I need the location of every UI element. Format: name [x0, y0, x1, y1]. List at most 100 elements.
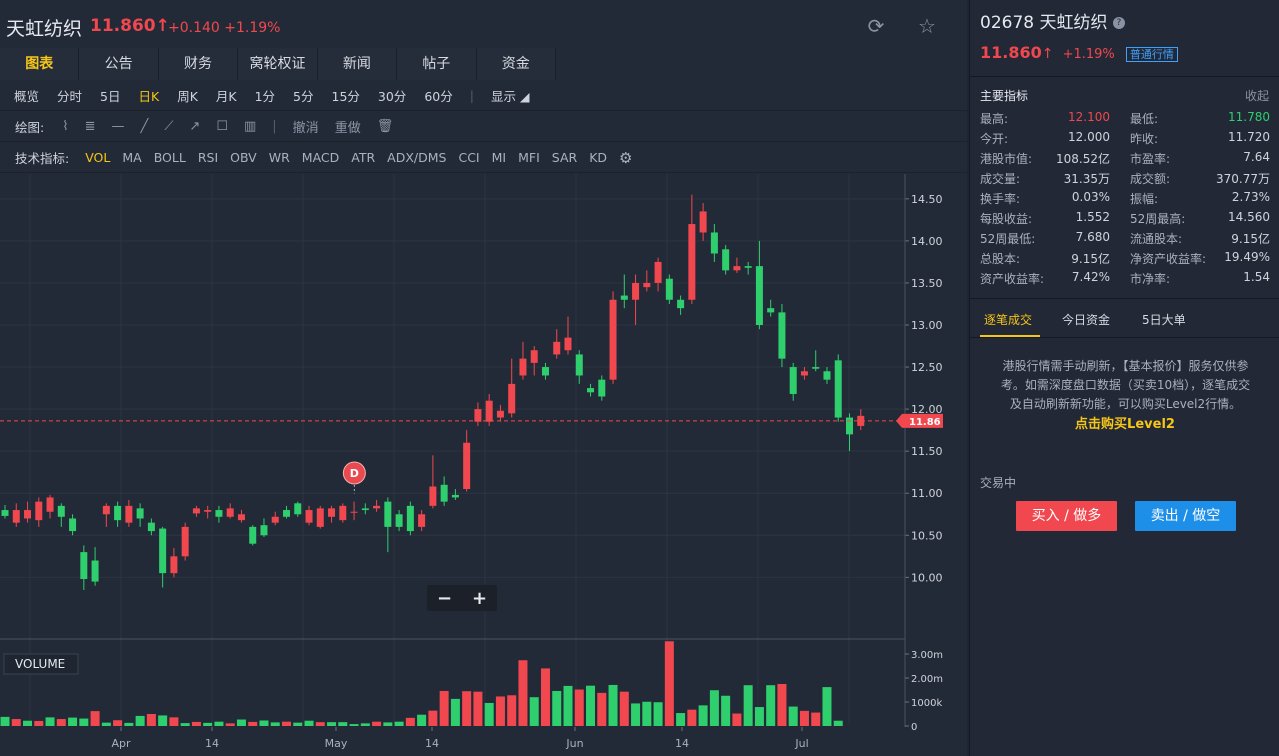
candle[interactable]	[767, 308, 775, 313]
period-8[interactable]: 15分	[331, 89, 360, 104]
gear-icon[interactable]: ⚙	[619, 148, 633, 167]
period-9[interactable]: 30分	[377, 89, 407, 104]
candle[interactable]	[12, 510, 20, 523]
indicator-vol[interactable]: VOL	[85, 150, 111, 165]
period-1[interactable]: 分时	[57, 89, 83, 104]
indicator-macd[interactable]: MACD	[301, 150, 340, 165]
indicator-ma[interactable]: MA	[122, 150, 142, 165]
candle[interactable]	[159, 528, 167, 574]
candle[interactable]	[24, 510, 32, 519]
candle[interactable]	[620, 295, 628, 300]
candle[interactable]	[102, 505, 110, 515]
quote-type-badge[interactable]: 普通行情	[1125, 47, 1178, 62]
buy-level2-link[interactable]: 点击购买Level2	[1075, 417, 1175, 432]
candle[interactable]	[541, 367, 549, 376]
candle[interactable]	[57, 505, 65, 517]
zoom-out-button[interactable]: −	[436, 587, 453, 609]
indicator-rsi[interactable]: RSI	[197, 150, 219, 165]
candle[interactable]	[91, 560, 99, 582]
candle[interactable]	[406, 505, 414, 532]
indicator-kd[interactable]: KD	[589, 150, 608, 165]
segment-icon[interactable]: ⟋	[164, 119, 174, 134]
period-10[interactable]: 60分	[424, 89, 453, 104]
event-marker[interactable]	[342, 461, 366, 485]
candle[interactable]	[755, 266, 763, 325]
tab-2[interactable]: 财务	[158, 48, 239, 80]
tab-0[interactable]: 图表	[0, 48, 80, 80]
period-7[interactable]: 5分	[293, 89, 314, 104]
candle[interactable]	[699, 211, 707, 233]
candle[interactable]	[778, 312, 786, 359]
candle[interactable]	[373, 505, 381, 509]
trade-tab-2[interactable]: 5日大单	[1142, 313, 1186, 327]
candle[interactable]	[181, 526, 189, 557]
candle[interactable]	[136, 508, 144, 519]
candle[interactable]	[474, 409, 482, 422]
period-5[interactable]: 月K	[215, 89, 237, 104]
polyline-icon[interactable]: ⌇	[62, 119, 69, 134]
candle[interactable]	[80, 552, 88, 580]
candle[interactable]	[710, 232, 718, 254]
candle[interactable]	[677, 299, 685, 309]
indicator-mfi[interactable]: MFI	[518, 150, 540, 165]
candle[interactable]	[339, 505, 347, 521]
buy-button[interactable]: 买入 / 做多	[1016, 501, 1117, 531]
trash-icon[interactable]: 🗑	[376, 119, 394, 134]
candle[interactable]	[575, 354, 583, 376]
candle[interactable]	[485, 400, 493, 422]
indicator-obv[interactable]: OBV	[230, 150, 257, 165]
indicator-sar[interactable]: SAR	[551, 150, 578, 165]
candle[interactable]	[823, 371, 831, 380]
candle[interactable]	[170, 556, 178, 574]
trade-tab-0[interactable]: 逐笔成交	[984, 313, 1033, 327]
tab-4[interactable]: 新闻	[317, 48, 398, 80]
candle[interactable]	[395, 514, 403, 527]
redo-button[interactable]: 重做	[334, 121, 361, 136]
period-6[interactable]: 1分	[254, 89, 276, 104]
trade-tab-1[interactable]: 今日资金	[1062, 313, 1111, 327]
candle[interactable]	[283, 510, 290, 517]
candle[interactable]	[192, 508, 200, 514]
indicator-atr[interactable]: ATR	[351, 150, 376, 165]
star-icon[interactable]: ☆	[918, 14, 936, 38]
candle[interactable]	[316, 508, 324, 527]
sell-button[interactable]: 卖出 / 做空	[1135, 501, 1236, 531]
tab-5[interactable]: 帖子	[397, 48, 477, 80]
candle[interactable]	[688, 224, 696, 300]
hline-icon[interactable]: —	[111, 119, 125, 134]
candle[interactable]	[237, 514, 245, 521]
indicator-adx-dms[interactable]: ADX/DMS	[387, 150, 447, 165]
candle[interactable]	[114, 505, 122, 521]
indicator-boll[interactable]: BOLL	[153, 150, 186, 165]
period-2[interactable]: 5日	[100, 89, 121, 104]
candle[interactable]	[215, 510, 223, 517]
candle[interactable]	[834, 360, 842, 418]
candle[interactable]	[429, 486, 437, 506]
period-0[interactable]: 概览	[14, 89, 40, 104]
candle[interactable]	[226, 508, 234, 517]
candle[interactable]	[294, 503, 302, 515]
candle[interactable]	[384, 501, 392, 527]
help-icon[interactable]: ?	[1112, 17, 1125, 29]
bars-icon[interactable]: ▥	[243, 119, 257, 134]
candle[interactable]	[451, 494, 459, 498]
candle[interactable]	[440, 484, 448, 502]
candle[interactable]	[744, 266, 752, 268]
candle[interactable]	[789, 367, 797, 394]
candle[interactable]	[643, 282, 651, 288]
undo-button[interactable]: 撤消	[292, 121, 319, 136]
candle[interactable]	[69, 518, 77, 532]
arrow-line-icon[interactable]: ↗	[189, 119, 201, 134]
candle[interactable]	[260, 525, 268, 536]
candle[interactable]	[508, 383, 516, 414]
tab-1[interactable]: 公告	[79, 48, 159, 80]
candle[interactable]	[632, 282, 640, 300]
candle[interactable]	[598, 379, 606, 397]
candle[interactable]	[587, 388, 595, 393]
period-4[interactable]: 周K	[177, 89, 198, 104]
indicator-mi[interactable]: MI	[491, 150, 507, 165]
candle[interactable]	[35, 501, 43, 521]
candle[interactable]	[147, 522, 155, 532]
period-3[interactable]: 日K	[138, 89, 160, 104]
candle[interactable]	[271, 516, 279, 523]
